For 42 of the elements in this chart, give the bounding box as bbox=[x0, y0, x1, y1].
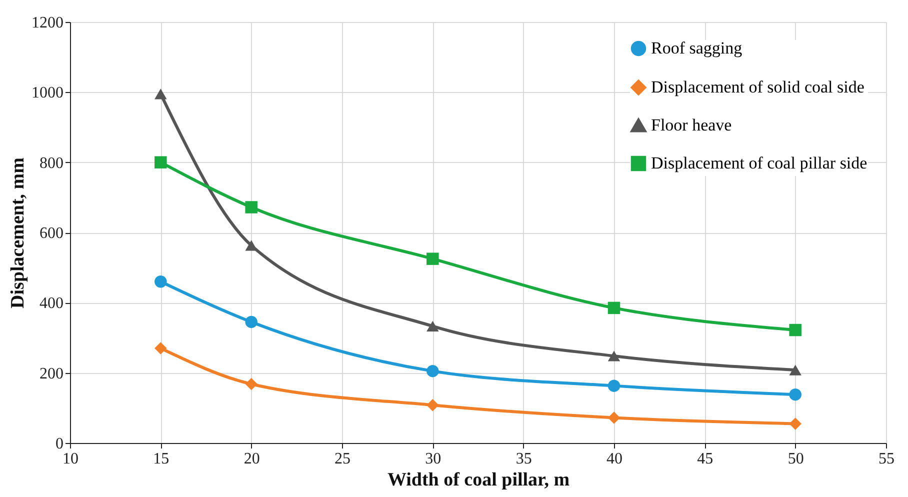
y-tick-label: 400 bbox=[40, 295, 64, 312]
y-tick-label: 200 bbox=[40, 365, 64, 382]
x-axis-title: Width of coal pillar, m bbox=[387, 470, 570, 490]
x-tick-label: 45 bbox=[697, 450, 714, 468]
point bbox=[789, 364, 802, 376]
point bbox=[608, 412, 620, 424]
point bbox=[245, 201, 258, 214]
legend-label: Roof sagging bbox=[651, 38, 743, 58]
legend-label: Displacement of solid coal side bbox=[651, 78, 864, 96]
legend-label: Displacement of coal pillar side bbox=[651, 154, 868, 172]
point bbox=[154, 156, 167, 168]
point bbox=[245, 378, 258, 390]
point bbox=[426, 320, 439, 332]
x-tick-label: 50 bbox=[788, 450, 804, 468]
y-tick-label: 1200 bbox=[32, 14, 64, 32]
x-tick-label: 30 bbox=[425, 450, 442, 468]
point bbox=[789, 388, 802, 401]
point bbox=[426, 252, 439, 265]
point bbox=[154, 276, 167, 288]
point bbox=[245, 316, 258, 328]
point bbox=[426, 364, 439, 378]
x-tick-label: 55 bbox=[878, 450, 894, 468]
point bbox=[608, 380, 620, 392]
point bbox=[154, 88, 167, 100]
x-tick-label: 25 bbox=[334, 450, 350, 468]
point bbox=[154, 342, 167, 354]
point bbox=[789, 418, 802, 430]
x-tick-label: 35 bbox=[516, 450, 532, 468]
y-tick-label: 600 bbox=[40, 225, 64, 242]
y-tick-label: 1000 bbox=[32, 84, 64, 102]
point bbox=[608, 302, 620, 314]
point bbox=[426, 398, 439, 412]
point bbox=[789, 324, 802, 336]
x-tick-label: 20 bbox=[244, 450, 260, 468]
legend-label: Floor heave bbox=[651, 116, 732, 134]
y-tick-label: 0 bbox=[56, 436, 64, 452]
y-tick-label: 800 bbox=[40, 154, 64, 172]
x-tick-label: 15 bbox=[153, 450, 170, 468]
point bbox=[608, 350, 620, 362]
x-tick-label: 10 bbox=[62, 450, 78, 468]
y-axis-title: Displacement, mm bbox=[8, 157, 28, 308]
x-tick-label: 40 bbox=[606, 450, 622, 468]
